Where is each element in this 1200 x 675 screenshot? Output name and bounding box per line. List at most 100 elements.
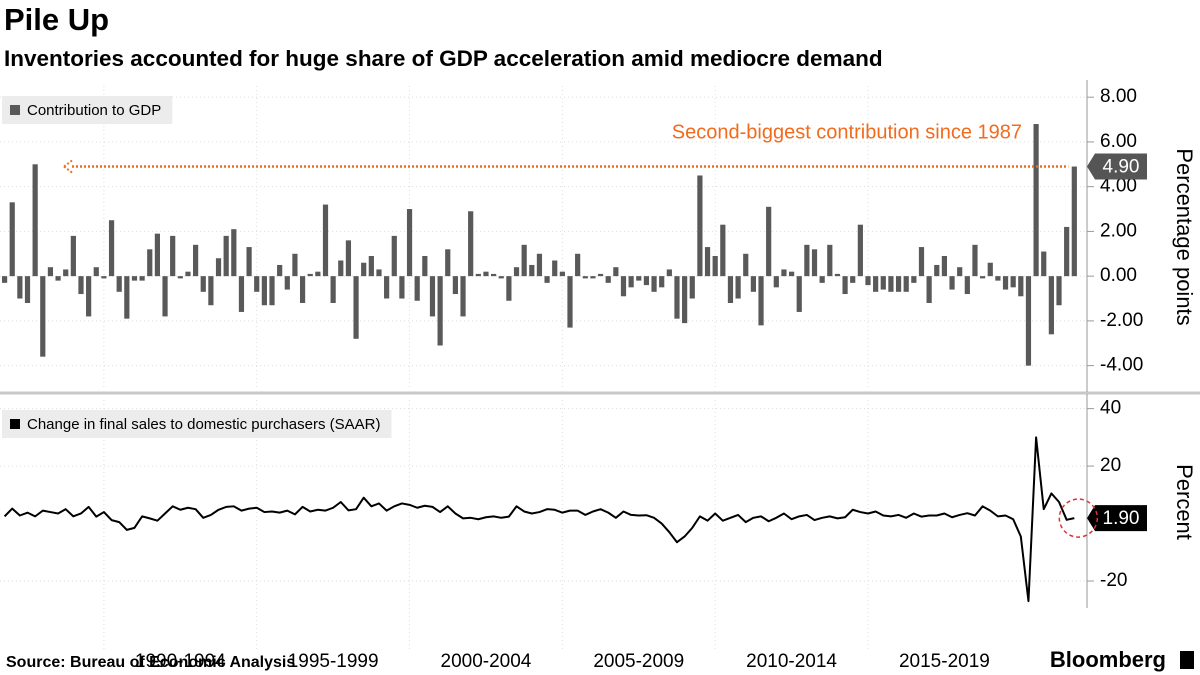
y-tick-label: 4.00 [1100,176,1137,197]
bar [422,256,428,277]
y-tick-label: 40 [1100,398,1121,419]
bar [368,256,374,277]
bar [437,276,443,346]
bar [330,276,336,303]
bar [750,276,756,292]
bar [345,240,352,277]
bar [704,247,711,277]
bar [575,253,581,277]
bar [521,244,527,277]
bar [47,267,54,277]
bar [101,276,107,279]
bar [193,244,199,277]
bar [315,271,321,277]
bar [842,276,848,295]
bar [934,264,940,277]
bar [460,276,466,317]
bar [170,235,176,277]
bar [40,276,46,357]
bar [406,209,413,277]
bar [55,276,61,281]
bar [483,271,489,277]
source: Source: Bureau of Economic Analysis [6,654,295,671]
bar [873,276,879,292]
last-value-label: 4.90 [1103,157,1140,178]
bar [445,249,451,277]
bar [116,276,122,292]
brand: Bloomberg [1050,647,1166,672]
bar [284,276,290,290]
bar [804,244,810,277]
bar [1002,276,1009,290]
bar [605,276,611,283]
bar [261,276,267,306]
bar [957,267,963,277]
bar [1041,251,1047,277]
brand-icon [1180,651,1194,669]
legend-swatch [10,419,20,429]
bar [299,276,306,303]
bar [139,276,145,281]
legend-label: Contribution to GDP [27,102,161,119]
bar [536,253,543,277]
bar [154,233,161,277]
bar [93,267,99,277]
annotation: Second-biggest contribution since 1987 [672,121,1022,143]
bar [1064,226,1070,277]
bar [254,276,260,292]
bar [682,276,688,324]
bar [414,276,420,301]
bar [1071,166,1077,277]
bar [597,273,604,277]
bar [850,276,856,283]
bar [1025,276,1032,366]
bar [391,235,397,277]
bar [895,276,902,292]
bar [162,276,168,317]
bar [399,276,405,299]
highlight-circle [1058,498,1099,538]
bar [215,258,222,277]
bar [987,262,993,277]
x-tick-label: 2005-2009 [593,651,684,672]
bar [788,271,795,277]
bar [918,247,925,277]
y-axis-label: Percent [1172,464,1197,540]
bar [108,220,115,277]
bar [322,204,329,277]
bar [980,276,986,279]
bar [361,262,367,277]
x-tick-label: 2000-2004 [441,651,532,672]
bar [376,269,382,277]
bar [758,276,764,326]
bar [636,276,642,281]
bar [70,235,76,277]
bar [1018,276,1024,297]
bar [131,276,138,281]
bar [659,276,665,288]
bar [231,229,237,277]
bar [384,276,390,299]
bar [926,276,932,303]
x-tick-label: 1990-1994 [135,651,226,672]
bar [24,276,31,303]
bar [529,264,535,277]
bar [544,276,550,283]
bar [697,175,703,277]
legend-background [2,410,392,438]
bar [17,276,23,299]
chart-title: Pile Up [4,2,109,37]
y-tick-label: 0.00 [1100,265,1137,286]
bar [9,202,15,277]
bar [1048,276,1054,335]
bar [32,164,38,277]
bar [727,276,734,303]
bar [567,276,573,328]
bar [63,269,69,277]
bar [177,276,183,279]
bar [277,264,283,277]
x-tick-label: 2015-2019 [899,651,990,672]
bar [513,267,520,277]
bar [773,276,779,288]
